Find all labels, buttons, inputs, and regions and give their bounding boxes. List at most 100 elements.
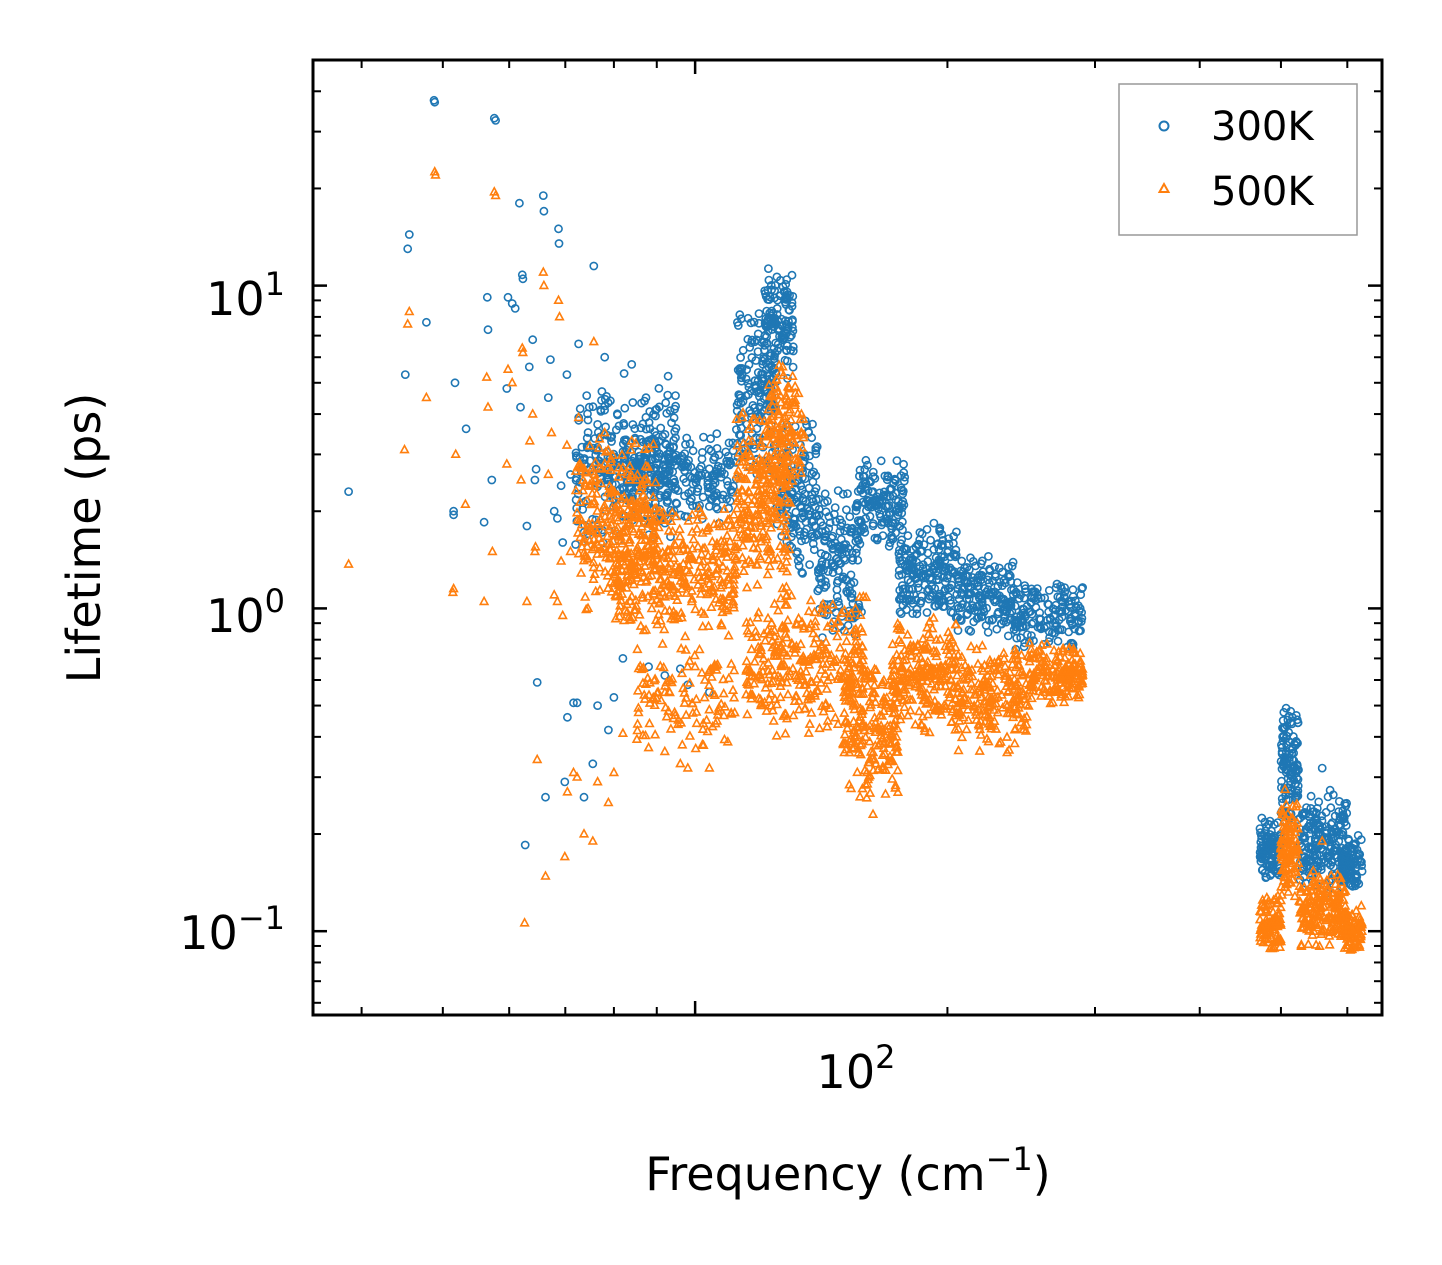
data-point-300k [1282,740,1291,750]
data-point-500k [1016,716,1027,727]
data-point-500k [622,606,633,616]
data-point-500k [841,635,852,646]
data-point-500k [728,692,740,702]
data-point-300k [731,474,741,484]
data-point-500k [784,543,795,554]
data-point-300k [821,581,831,590]
data-point-500k [1031,663,1042,674]
data-point-500k [1285,829,1296,840]
data-point-500k [712,564,723,574]
points-layer [343,95,1368,954]
data-point-500k [639,529,650,540]
data-point-300k [770,351,779,361]
data-point-500k [860,591,872,602]
data-point-500k [781,677,793,687]
data-point-500k [772,552,783,563]
data-point-500k [791,672,802,683]
data-point-300k [900,472,910,482]
data-point-500k [923,666,934,677]
data-point-500k [584,478,595,489]
data-point-500k [667,506,678,517]
data-point-500k [811,632,822,642]
data-point-300k [790,519,799,529]
data-point-500k [849,737,861,748]
data-point-500k [750,515,761,526]
data-point-300k [1300,808,1310,817]
data-point-500k [715,593,726,603]
data-point-300k [713,504,722,514]
data-point-500k [634,609,645,619]
data-point-500k [810,615,821,626]
data-point-300k [652,440,661,449]
data-point-500k [963,666,974,677]
data-point-300k [884,541,894,551]
data-point-300k [922,525,932,534]
data-point-500k [746,693,757,703]
data-point-300k [1280,756,1289,765]
data-point-500k [762,545,774,556]
data-point-500k [695,588,706,598]
data-point-500k [845,607,857,618]
data-point-300k [1004,562,1013,572]
data-point-500k [781,556,792,566]
data-point-500k [1074,688,1085,699]
data-point-500k [855,609,866,620]
data-point-500k [798,413,809,423]
data-point-500k [709,581,720,591]
data-point-500k [1066,681,1077,692]
data-point-500k [1034,661,1045,671]
data-point-500k [642,476,653,487]
data-point-500k [602,570,613,580]
data-point-500k [589,495,600,506]
data-point-500k [1027,681,1038,692]
data-point-500k [809,637,820,648]
data-point-500k [1283,845,1295,855]
data-point-300k [985,566,995,575]
data-point-500k [918,694,929,705]
data-point-500k [984,654,996,665]
data-point-500k [642,590,654,601]
data-point-500k [652,686,664,696]
data-point-500k [777,644,788,654]
data-point-500k [1077,663,1088,673]
data-point-300k [816,573,826,583]
data-point-500k [1003,744,1015,754]
data-point-500k [723,590,734,601]
data-point-500k [719,701,731,711]
data-point-500k [719,733,730,744]
data-point-500k [1000,698,1011,709]
data-point-500k [649,544,660,554]
data-point-500k [1290,801,1302,811]
data-point-500k [632,685,644,695]
data-point-500k [889,692,901,702]
data-point-300k [912,609,922,619]
data-point-300k [760,340,769,350]
data-point-300k [741,374,751,384]
data-point-300k [1053,636,1063,646]
data-point-300k [1291,740,1300,750]
data-point-300k [910,551,919,561]
data-point-500k [632,724,643,735]
data-point-500k [684,730,696,740]
data-point-300k [788,315,797,325]
data-point-300k [491,116,500,125]
data-point-500k [587,517,598,528]
data-point-500k [806,707,817,717]
data-point-500k [825,671,837,681]
data-point-500k [830,622,841,633]
data-point-500k [675,757,686,768]
data-point-300k [482,292,492,302]
data-point-500k [616,493,627,504]
data-point-500k [768,511,779,522]
data-point-300k [861,478,871,488]
data-point-500k [704,762,715,772]
data-point-500k [644,717,655,728]
data-point-500k [739,533,751,543]
data-point-500k [760,635,771,645]
data-point-500k [979,709,991,719]
data-point-300k [896,483,906,493]
data-point-300k [860,477,869,487]
data-point-500k [863,771,874,781]
data-point-500k [599,457,610,468]
data-point-500k [769,646,781,657]
